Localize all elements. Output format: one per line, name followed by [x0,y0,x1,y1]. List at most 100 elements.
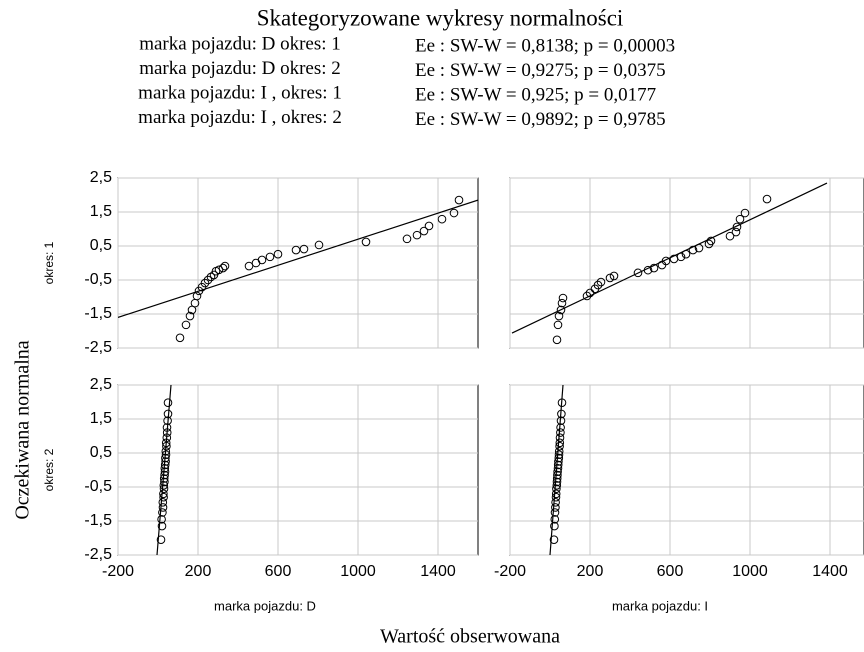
x-tick-label: 1400 [420,563,456,580]
data-point [676,252,686,262]
data-point [552,484,561,494]
legend-label: marka pojazdu: D okres: 1 [139,33,341,54]
data-point [557,409,566,419]
data-point [161,447,171,456]
data-point [220,261,230,271]
data-point [160,467,170,477]
x-axis-label: Wartość obserwowana [380,626,560,648]
data-point [437,214,447,224]
data-point [552,481,562,490]
data-point [694,243,704,253]
data-point [257,255,267,265]
x-tick-label: 600 [265,563,292,580]
legend-stat: Ee : SW-W = 0,8138; p = 0,00003 [415,35,675,56]
data-point [554,457,563,466]
x-tick-label: 1000 [732,563,768,580]
fit-line [549,385,564,555]
data-point [661,256,671,266]
row-label: okres: 1 [42,241,56,284]
x-tick-label: 1000 [340,563,376,580]
y-tick-label: 0,5 [90,444,112,461]
data-point [552,474,562,483]
data-point [361,237,371,247]
data-point [553,460,563,470]
data-point [162,433,172,443]
data-point [156,535,166,545]
data-point [605,273,615,283]
data-point [557,298,567,308]
data-point [162,441,171,451]
data-point [273,249,283,259]
data-point [688,245,698,255]
data-point [554,447,564,456]
data-point [555,441,564,451]
data-point [314,240,324,250]
data-point [551,498,560,507]
data-point [161,453,170,463]
data-point [735,214,745,224]
data-point [555,438,565,448]
y-tick-label: 1,5 [90,203,112,220]
data-point [412,230,422,240]
panel-plot [118,195,478,343]
data-point [556,428,565,437]
data-point [157,521,167,531]
data-point [556,305,566,315]
data-point [160,464,170,473]
x-tick-label: 1400 [812,563,848,580]
data-point [162,423,172,432]
data-point [175,333,185,343]
data-point [158,498,168,507]
panel-plot [156,385,173,555]
data-point [609,271,619,281]
data-point [449,208,459,218]
data-point [158,508,167,517]
data-point [159,481,169,490]
data-point [160,477,169,487]
data-point [555,433,565,443]
data-point [556,423,565,432]
data-point [554,311,564,321]
panel-frame [117,384,479,556]
data-point [552,477,562,487]
data-point [582,291,592,301]
data-point [596,277,606,287]
data-point [553,320,563,330]
data-point [218,263,228,273]
data-point [553,470,562,480]
data-point [160,460,170,470]
row-label: okres: 2 [42,448,56,491]
data-point [203,275,213,285]
y-tick-label: 2,5 [90,169,112,186]
column-label: marka pojazdu: D [214,598,316,613]
data-point [161,457,170,466]
data-point [454,195,464,205]
data-point [157,515,166,524]
data-point [762,194,772,204]
data-point [244,261,254,271]
fit-line [156,385,172,555]
data-point [200,278,210,288]
panel-frame [117,177,479,349]
fit-line [118,199,478,318]
data-point [214,265,224,275]
data-point [556,416,566,426]
data-point [550,508,560,517]
data-point [181,320,191,330]
y-tick-label: 0,5 [90,237,112,254]
legend-label: marka pojazdu: I , okres: 2 [138,107,342,128]
data-point [419,226,429,236]
y-tick-label: -1,5 [84,512,112,529]
panel-frame [509,177,864,349]
panel-frame [509,384,864,556]
data-point [549,535,559,545]
column-label: marka pojazdu: I [612,598,708,613]
y-tick-label: -0,5 [84,478,112,495]
data-point [649,263,659,273]
y-tick-label: 1,5 [90,410,112,427]
x-tick-label: 600 [657,563,684,580]
panel-plot [511,182,828,345]
data-point [159,484,169,494]
panel-plot [549,385,567,555]
y-axis-label: Oczekiwana normalna [12,340,34,519]
